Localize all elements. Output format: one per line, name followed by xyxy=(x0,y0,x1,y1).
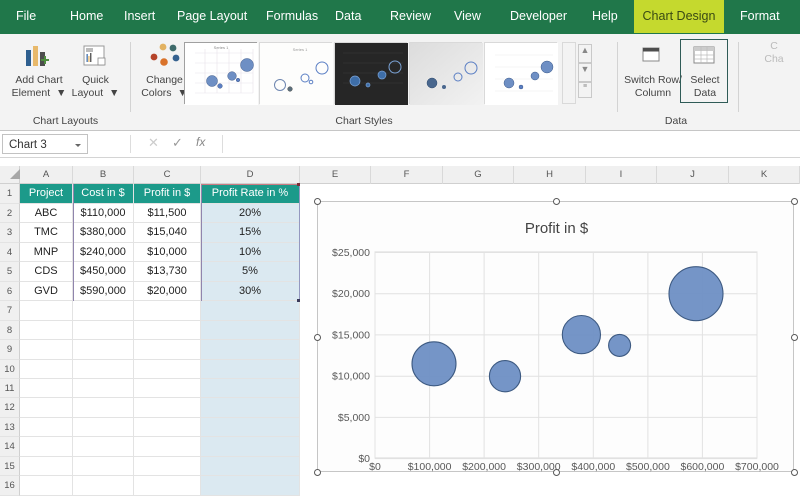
svg-text:$200,000: $200,000 xyxy=(462,461,506,473)
svg-text:$20,000: $20,000 xyxy=(332,288,370,300)
svg-text:$400,000: $400,000 xyxy=(571,461,615,473)
svg-text:$5,000: $5,000 xyxy=(338,412,370,424)
svg-text:$10,000: $10,000 xyxy=(332,371,370,383)
svg-text:$500,000: $500,000 xyxy=(626,461,670,473)
svg-text:$700,000: $700,000 xyxy=(735,461,779,473)
svg-text:Series 1: Series 1 xyxy=(293,47,308,52)
svg-text:$100,000: $100,000 xyxy=(408,461,452,473)
svg-text:$600,000: $600,000 xyxy=(681,461,725,473)
svg-text:Series 1: Series 1 xyxy=(214,45,229,50)
svg-text:$25,000: $25,000 xyxy=(332,247,370,259)
svg-text:$15,000: $15,000 xyxy=(332,329,370,341)
svg-text:$0: $0 xyxy=(369,461,381,473)
